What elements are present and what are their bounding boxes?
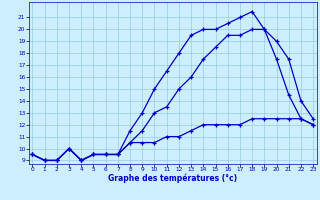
X-axis label: Graphe des températures (°c): Graphe des températures (°c) bbox=[108, 174, 237, 183]
